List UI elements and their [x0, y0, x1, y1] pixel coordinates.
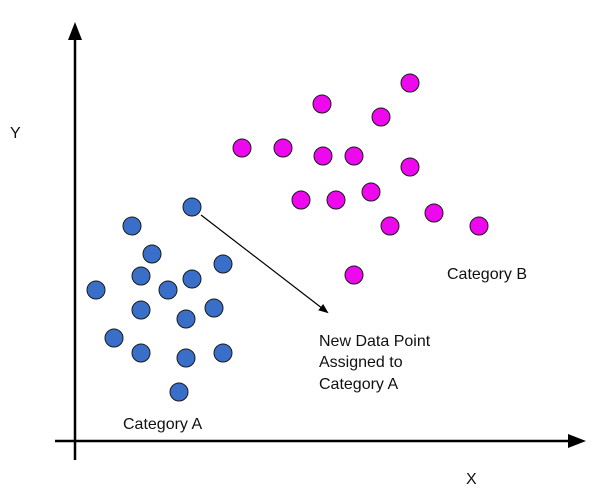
category-a-point-3	[142, 244, 162, 264]
category-a-point-8	[158, 280, 178, 300]
category-a-point-13	[131, 343, 151, 363]
category-a-point-9	[131, 300, 151, 320]
category-a-point-15	[213, 343, 233, 363]
category-b-point-5	[273, 138, 293, 158]
category-b-point-4	[232, 138, 252, 158]
category-b-point-14	[469, 216, 489, 236]
category-a-point-11	[176, 309, 196, 329]
category-a-label: Category A	[123, 416, 202, 433]
category-b-point-13	[424, 203, 444, 223]
category-b-point-12	[380, 216, 400, 236]
category-b-point-3	[371, 107, 391, 127]
category-a-point-7	[86, 280, 106, 300]
category-b-point-2	[312, 94, 332, 114]
category-b-point-7	[344, 146, 364, 166]
category-a-point-1	[182, 197, 202, 217]
category-a-cluster	[86, 197, 233, 402]
category-a-point-2	[122, 216, 142, 236]
category-b-point-9	[291, 190, 311, 210]
category-a-point-6	[182, 269, 202, 289]
category-a-point-16	[169, 382, 189, 402]
category-a-point-10	[204, 298, 224, 318]
category-b-point-11	[361, 182, 381, 202]
axes	[55, 22, 586, 460]
category-b-point-6	[313, 146, 333, 166]
category-b-point-15	[344, 265, 364, 285]
y-axis-label: Y	[10, 125, 21, 142]
category-a-point-14	[176, 348, 196, 368]
category-b-point-8	[400, 157, 420, 177]
annotation-line-2: Assigned to	[319, 354, 403, 371]
annotation-arrow-icon	[200, 214, 329, 314]
category-a-point-12	[104, 328, 124, 348]
category-a-point-4	[213, 254, 233, 274]
annotation-line-1: New Data Point	[319, 333, 431, 350]
category-b-point-10	[326, 190, 346, 210]
annotation-line-3: Category A	[319, 376, 398, 393]
category-b-cluster	[232, 73, 489, 285]
category-a-point-5	[131, 266, 151, 286]
category-b-point-1	[400, 73, 420, 93]
y-axis-arrowhead	[68, 22, 82, 40]
x-axis-label: X	[466, 471, 477, 488]
x-axis-arrowhead	[568, 434, 586, 448]
category-b-label: Category B	[447, 266, 527, 283]
